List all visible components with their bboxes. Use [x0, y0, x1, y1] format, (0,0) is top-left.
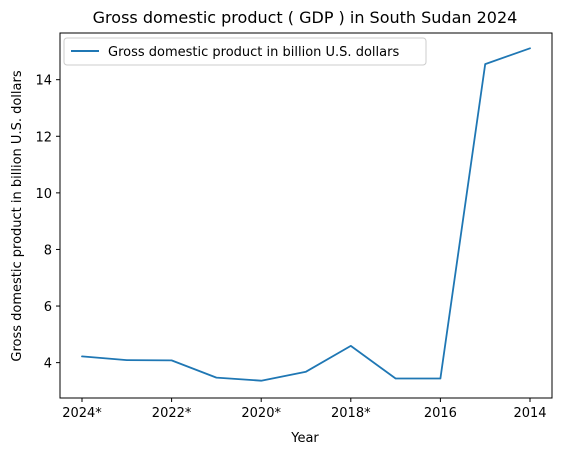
- series-line-0: [81, 47, 531, 382]
- chart-title: Gross domestic product ( GDP ) in South …: [93, 8, 518, 27]
- legend-series-label: Gross domestic product in billion U.S. d…: [108, 45, 399, 60]
- legend-frame: [63, 37, 427, 66]
- plot-area-frame: [59, 32, 553, 399]
- y-tick-label: 12: [35, 130, 52, 145]
- x-tick-label: 2016: [424, 406, 457, 421]
- x-tick-label: 2018*: [331, 406, 371, 421]
- x-tick-label: 2020*: [241, 406, 281, 421]
- legend: Gross domestic product in billion U.S. d…: [63, 37, 427, 66]
- x-axis: 2024* 2022* 2020* 2018* 2016 2014: [62, 398, 547, 421]
- x-tick-label: 2022*: [152, 406, 192, 421]
- y-tick-label: 6: [44, 300, 52, 315]
- y-tick-label: 10: [35, 187, 52, 202]
- y-tick-label: 4: [44, 357, 52, 372]
- y-axis: 4 6 8 10 12 14: [35, 74, 60, 372]
- x-tick-label: 2024*: [62, 406, 102, 421]
- y-tick-label: 8: [44, 243, 52, 258]
- y-axis-label: Gross domestic product in billion U.S. d…: [10, 70, 25, 361]
- x-tick-label: 2014: [513, 406, 546, 421]
- y-tick-label: 14: [35, 74, 52, 89]
- x-axis-label: Year: [290, 431, 319, 446]
- series-layer: [81, 47, 531, 382]
